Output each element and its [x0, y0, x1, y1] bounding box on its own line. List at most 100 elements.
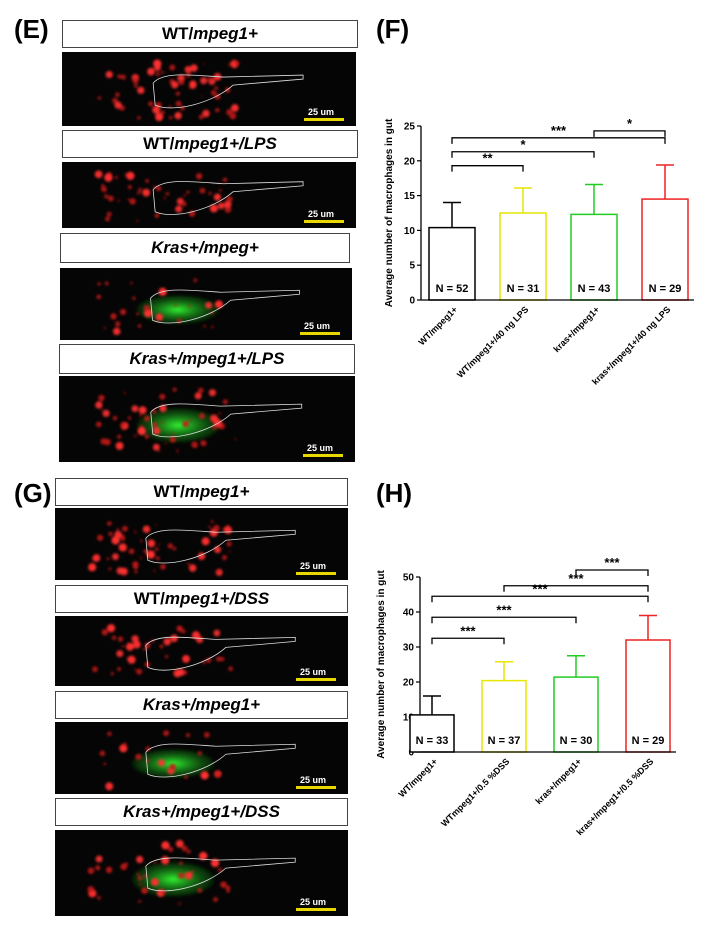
y-tick-label: 20	[403, 678, 415, 689]
category-label: WT/mpeg1+/40 ng LPS	[455, 304, 531, 380]
y-tick-label: 25	[404, 122, 416, 133]
panel-letter-f: (F)	[376, 14, 410, 44]
image-label: WT/mpeg1+	[55, 478, 348, 506]
scale-bar	[296, 786, 336, 789]
significance-bracket	[431, 595, 649, 603]
red-macrophage-signal	[88, 520, 233, 576]
scale-bar-label: 25 um	[300, 897, 327, 907]
image-label-genotype: mpeg+	[203, 238, 259, 257]
bar	[481, 679, 527, 753]
significance-bracket	[431, 616, 577, 624]
image-label: Kras+/mpeg+	[60, 233, 350, 263]
scale-bar-label: 25 um	[300, 775, 327, 785]
panel-letter-g: (G)	[14, 478, 52, 508]
image-label: WT/mpeg1+/LPS	[62, 130, 358, 158]
y-tick-label: 20	[404, 156, 416, 167]
scale-bar	[296, 572, 336, 575]
significance-label: ***	[604, 555, 620, 570]
n-label: N = 43	[578, 283, 611, 295]
significance-bracket	[451, 137, 666, 144]
image-label-genotype: mpeg1+	[195, 695, 261, 714]
significance-label: ***	[568, 571, 584, 586]
significance-bracket	[503, 585, 649, 592]
fluorescence-image: 25 um	[55, 508, 348, 580]
fluorescence-image: 25 um	[55, 830, 348, 916]
scale-bar-label: 25 um	[304, 321, 331, 331]
image-label: Kras+/mpeg1+	[55, 691, 348, 719]
red-macrophage-signal	[96, 278, 224, 336]
significance-bracket	[575, 569, 649, 576]
image-label: Kras+/mpeg1+/LPS	[59, 344, 355, 374]
category-label: kras+/mpeg1+/40 ng LPS	[590, 304, 672, 386]
fluorescence-image: 25 um	[59, 376, 355, 462]
category-label: WT/mpeg1+	[416, 304, 459, 347]
red-macrophage-signal	[95, 387, 237, 453]
image-label-prefix: WT/	[143, 134, 175, 153]
gut-outline	[150, 289, 300, 324]
category-label: kras+/mpeg1+	[534, 756, 584, 806]
scale-bar-label: 25 um	[308, 107, 335, 117]
image-label-prefix: Kras+/	[123, 802, 176, 821]
image-label: Kras+/mpeg1+/DSS	[55, 798, 348, 826]
category-label: WT/mpeg1+	[396, 756, 439, 799]
scale-bar	[304, 118, 344, 121]
fluorescence-image: 25 um	[55, 722, 348, 794]
n-label: N = 52	[436, 283, 469, 295]
y-tick-label: 0	[409, 296, 415, 307]
n-label: N = 33	[416, 735, 449, 747]
significance-bracket	[593, 130, 666, 137]
image-label-prefix: WT/	[153, 482, 185, 501]
category-label: WTmpeg1+/0.5 %DSS	[439, 756, 511, 828]
scale-bar-label: 25 um	[307, 443, 334, 453]
n-label: N = 37	[488, 735, 521, 747]
gut-outline	[150, 403, 303, 438]
image-label-genotype: mpeg1+	[184, 482, 250, 501]
n-label: N = 30	[560, 735, 593, 747]
image-label-prefix: Kras+/	[151, 238, 204, 257]
image-label-prefix: WT/	[133, 589, 165, 608]
red-macrophage-signal	[94, 170, 233, 223]
n-label: N = 29	[649, 283, 682, 295]
gut-outline	[145, 529, 296, 564]
y-tick-label: 30	[403, 643, 415, 654]
fluorescence-image: 25 um	[62, 162, 356, 228]
scale-bar	[296, 678, 336, 681]
y-tick-label: 0	[408, 748, 414, 759]
significance-label: ***	[551, 123, 567, 138]
category-label: kras+/mpeg1+/0.5 %DSS	[574, 756, 655, 837]
y-tick-label: 10	[403, 713, 415, 724]
red-macrophage-signal	[92, 624, 234, 678]
scale-bar-label: 25 um	[300, 561, 327, 571]
scale-bar	[304, 220, 344, 223]
significance-label: *	[627, 116, 633, 131]
significance-label: ***	[460, 623, 476, 638]
scale-bar	[296, 908, 336, 911]
significance-bracket	[431, 637, 505, 645]
y-axis-label: Average number of macrophages in gut	[384, 118, 395, 307]
y-tick-label: 15	[404, 191, 416, 202]
y-tick-label: 50	[403, 573, 415, 584]
bar	[570, 213, 618, 301]
gut-outline	[145, 636, 296, 671]
gut-outline	[145, 743, 296, 778]
y-tick-label: 10	[404, 226, 416, 237]
scale-bar	[303, 454, 343, 457]
y-tick-label: 40	[403, 608, 415, 619]
green-fluorescence-area	[132, 749, 215, 778]
fluorescence-image: 25 um	[62, 52, 356, 126]
image-label-genotype: mpeg1+/LPS	[174, 134, 277, 153]
scale-bar-label: 25 um	[308, 209, 335, 219]
image-label-prefix: Kras+/	[129, 349, 182, 368]
significance-label: *	[520, 137, 526, 152]
image-label-prefix: WT/	[162, 24, 194, 43]
category-label: kras+/mpeg1+	[552, 304, 602, 354]
image-label: WT/mpeg1+/DSS	[55, 585, 348, 613]
significance-label: **	[482, 151, 493, 166]
fluorescence-image: 25 um	[60, 268, 352, 340]
scale-bar-label: 25 um	[300, 667, 327, 677]
significance-label: ***	[532, 581, 548, 596]
image-label-genotype: mpeg1+/DSS	[175, 802, 280, 821]
bar	[428, 226, 476, 301]
scale-bar	[300, 332, 340, 335]
gut-outline	[152, 74, 304, 109]
